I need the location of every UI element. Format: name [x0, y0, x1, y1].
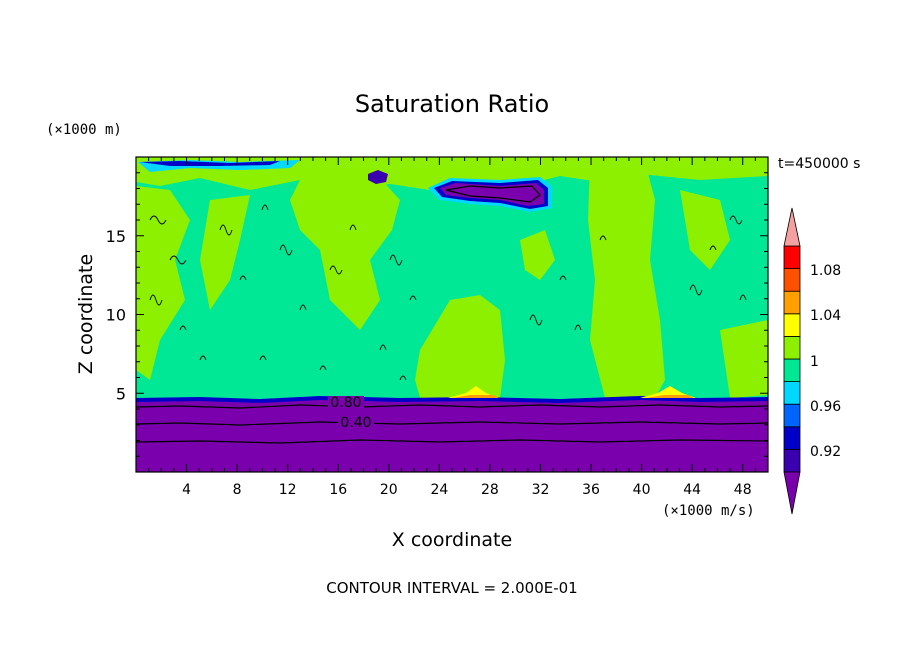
light-green-regions [136, 157, 768, 398]
x-axis-ticks: 4 8 12 16 20 24 28 32 36 40 44 48 [148, 157, 756, 498]
colorbar-band [783, 290, 801, 315]
x-tick-label: 40 [633, 482, 651, 498]
x-tick-label: 8 [233, 482, 242, 498]
texture-contours [149, 204, 747, 381]
upper-blue-strip [140, 161, 280, 166]
small-purple-blob [368, 170, 388, 184]
orange-peak-1 [452, 395, 498, 398]
colorbar-bottom-arrow [783, 471, 801, 515]
x-tick-label: 20 [380, 482, 398, 498]
colorbar-band [783, 335, 801, 360]
contour-field [136, 157, 768, 472]
y-axis-label: Z coordinate [75, 254, 97, 374]
colorbar-band [783, 313, 801, 337]
x-tick-label: 32 [532, 482, 550, 498]
x-tick-label: 28 [481, 482, 499, 498]
x-tick-label: 48 [734, 482, 752, 498]
colorbar-top-arrow [783, 207, 801, 247]
y-unit-label: (×1000 m) [46, 122, 122, 138]
time-label: t=450000 s [778, 156, 860, 172]
colorbar-band [783, 448, 801, 473]
y-tick-label: 10 [106, 306, 126, 325]
x-tick-label: 44 [683, 482, 701, 498]
x-tick-label: 24 [430, 482, 448, 498]
colorbar-label-1-04: 1.04 [810, 308, 841, 324]
colorbar-band [783, 358, 801, 383]
contour-label-0-40: 0.40 [340, 415, 371, 431]
contour-lines [136, 185, 768, 444]
colorbar-band [783, 403, 801, 428]
colorbar-band [783, 426, 801, 450]
colorbar-label-0-92: 0.92 [810, 444, 841, 460]
x-tick-label: 16 [329, 482, 347, 498]
contour-label-bg-2 [338, 415, 374, 428]
y-tick-label: 5 [116, 384, 126, 403]
colorbar-band [783, 245, 801, 270]
x-axis-label: X coordinate [392, 529, 512, 551]
x-tick-label: 4 [182, 482, 191, 498]
x-tick-label: 36 [582, 482, 600, 498]
x-unit-label: (×1000 m/s) [662, 503, 755, 519]
y-tick-label: 15 [106, 227, 126, 246]
y-axis-ticks: 5 10 15 [106, 172, 768, 457]
contour-label-0-80: 0.80 [330, 395, 361, 411]
contour-label-bg-1 [328, 396, 364, 409]
orange-peak-2 [646, 395, 694, 398]
colorbar [783, 207, 801, 515]
colorbar-label-0-96: 0.96 [810, 399, 841, 415]
colorbar-label-1-08: 1.08 [810, 263, 841, 279]
colorbar-band [783, 268, 801, 292]
lower-purple-band [136, 400, 768, 472]
colorbar-label-1: 1 [810, 354, 819, 370]
colorbar-band [783, 381, 801, 405]
contour-interval-footer: CONTOUR INTERVAL = 2.000E-01 [326, 579, 577, 597]
x-tick-label: 12 [279, 482, 297, 498]
chart-title: Saturation Ratio [355, 90, 549, 118]
